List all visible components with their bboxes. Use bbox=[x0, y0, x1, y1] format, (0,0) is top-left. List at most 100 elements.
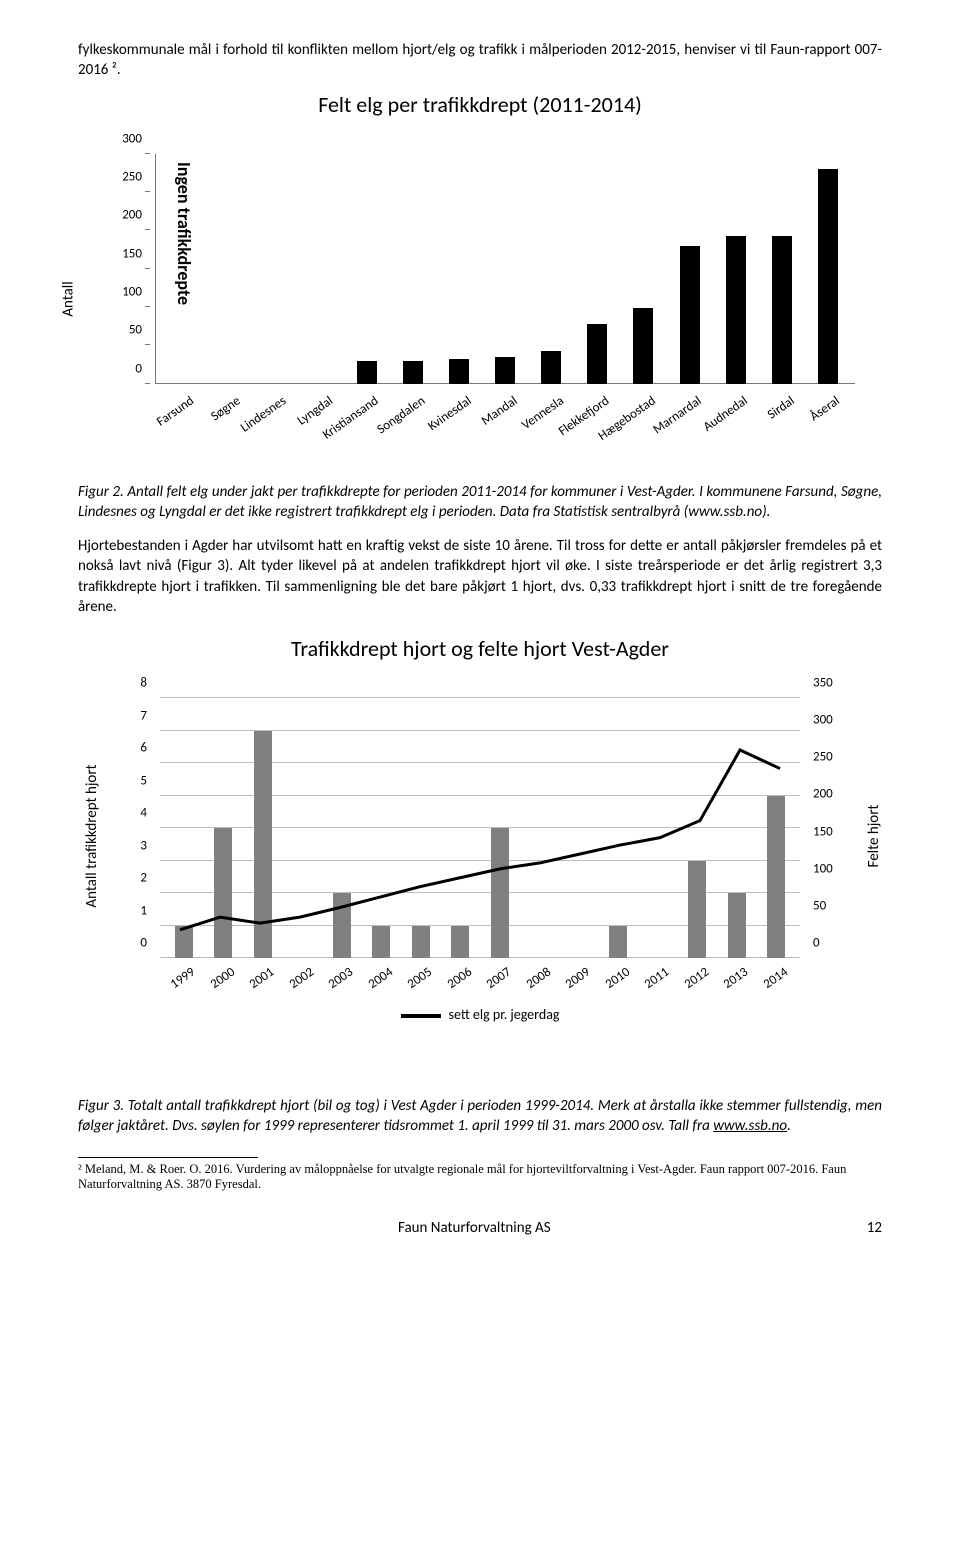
chart2-xlabel: 2009 bbox=[563, 965, 593, 992]
chart1-xlabel: Åseral bbox=[808, 393, 843, 424]
chart2-xlabel: 2001 bbox=[247, 965, 277, 992]
chart1-bar-col: Kristiansand bbox=[344, 361, 390, 384]
footnote-rule bbox=[78, 1157, 258, 1158]
chart1-bar bbox=[357, 361, 377, 384]
chart2-bar bbox=[412, 926, 430, 959]
chart1-ytick: 150 bbox=[122, 246, 142, 261]
chart2-bar bbox=[728, 893, 746, 958]
footer-org: Faun Naturforvaltning AS bbox=[398, 1219, 551, 1237]
chart2-ytick-left: 3 bbox=[140, 838, 147, 853]
chart2-ytick-left: 8 bbox=[140, 676, 147, 691]
chart2-bar-col: 2010 bbox=[599, 926, 639, 959]
chart1-bar-col: Hægebostad bbox=[620, 308, 666, 383]
ssb-link[interactable]: www.ssb.no bbox=[713, 1117, 787, 1135]
chart1-xlabel: Sirdal bbox=[764, 393, 797, 422]
chart1-ytick: 100 bbox=[122, 284, 142, 299]
chart2-ytick-left: 6 bbox=[140, 741, 147, 756]
chart2-ytick-right: 150 bbox=[813, 824, 833, 839]
chart2-ytick-right: 100 bbox=[813, 861, 833, 876]
footer-page-number: 12 bbox=[867, 1219, 882, 1237]
chart2-xlabel: 2010 bbox=[603, 965, 633, 992]
chart2-ytick-right: 300 bbox=[813, 713, 833, 728]
chart1-ylabel: Antall bbox=[59, 281, 77, 316]
chart1-ytick: 250 bbox=[122, 169, 142, 184]
chart1-bar bbox=[587, 324, 607, 384]
chart1-bar-col: Audnedal bbox=[713, 236, 759, 383]
chart2-bar bbox=[254, 731, 272, 959]
chart2-xlabel: 1999 bbox=[168, 965, 198, 992]
chart1-xlabel: Mandal bbox=[479, 393, 521, 428]
chart1-xlabel: Lindesnes bbox=[238, 393, 289, 435]
chart2-bar-col: 2003 bbox=[322, 893, 362, 958]
figure3-caption: Figur 3. Totalt antall trafikkdrept hjor… bbox=[78, 1096, 882, 1137]
chart2-bar bbox=[767, 796, 785, 959]
chart1-bar bbox=[495, 357, 515, 384]
chart2-xlabel: 2004 bbox=[366, 965, 396, 992]
chart2-bar-col: 2000 bbox=[204, 828, 244, 958]
footnote-text: ² Meland, M. & Roer. O. 2016. Vurdering … bbox=[78, 1162, 882, 1193]
chart2-bar bbox=[688, 861, 706, 959]
chart2-bar bbox=[372, 926, 390, 959]
chart2-xlabel: 2000 bbox=[208, 965, 238, 992]
chart2-bar bbox=[451, 926, 469, 959]
chart2-ytick-left: 4 bbox=[140, 806, 147, 821]
chart2-xlabel: 2006 bbox=[445, 965, 475, 992]
chart2-xlabel: 2012 bbox=[682, 965, 712, 992]
chart1-bar bbox=[633, 308, 653, 383]
chart2-ytick-right: 250 bbox=[813, 750, 833, 765]
chart1-xlabel: Marnardal bbox=[651, 393, 705, 437]
chart2-ytick-right: 350 bbox=[813, 676, 833, 691]
chart2-container: Trafikkdrept hjort og felte hjort Vest-A… bbox=[78, 635, 882, 1088]
chart2-bar-col: 2001 bbox=[243, 731, 283, 959]
chart1: Antall 050100150200250300 FarsundSøgneLi… bbox=[90, 124, 870, 474]
chart2-xlabel: 2007 bbox=[484, 965, 514, 992]
figure3-caption-b: . bbox=[787, 1117, 791, 1135]
chart2-xlabel: 2013 bbox=[721, 965, 751, 992]
chart1-xlabel: Songdalen bbox=[374, 393, 428, 437]
chart1-bar-col: Vennesla bbox=[528, 351, 574, 384]
chart1-ytick: 0 bbox=[135, 361, 142, 376]
chart1-ytick: 50 bbox=[129, 323, 142, 338]
chart1-bar bbox=[680, 246, 700, 384]
chart2-bar bbox=[333, 893, 351, 958]
chart1-bar-col: Åseral bbox=[805, 169, 851, 384]
chart2-xlabel: 2002 bbox=[287, 965, 317, 992]
chart1-ytick: 200 bbox=[122, 208, 142, 223]
chart1-bar-col: Songdalen bbox=[390, 361, 436, 384]
mid-paragraph: Hjortebestanden i Agder har utvilsomt ha… bbox=[78, 536, 882, 617]
chart2-legend: sett elg pr. jegerdag bbox=[90, 1006, 870, 1023]
chart2-bar-col: 2012 bbox=[678, 861, 718, 959]
chart1-bar-col: Marnardal bbox=[667, 246, 713, 384]
chart2-ytick-left: 2 bbox=[140, 871, 147, 886]
chart2-ytick-left: 5 bbox=[140, 773, 147, 788]
chart2: Antall trafikkdrept hjort Felte hjort 01… bbox=[90, 668, 870, 1088]
chart2-ytick-left: 0 bbox=[140, 936, 147, 951]
chart1-bar bbox=[772, 236, 792, 383]
chart1-xlabel: Farsund bbox=[154, 393, 197, 429]
chart2-bar-col: 2006 bbox=[441, 926, 481, 959]
chart1-ytick: 300 bbox=[122, 131, 142, 146]
chart2-bar-col: 2014 bbox=[757, 796, 797, 959]
chart2-ytick-left: 1 bbox=[140, 903, 147, 918]
chart1-bar-col: Kvinesdal bbox=[436, 359, 482, 384]
chart1-bar bbox=[726, 236, 746, 383]
chart1-overlay-label: Ingen trafikkdrepte bbox=[173, 162, 195, 305]
chart1-container: Felt elg per trafikkdrept (2011-2014) An… bbox=[78, 91, 882, 474]
chart2-ytick-right: 200 bbox=[813, 787, 833, 802]
chart2-legend-label: sett elg pr. jegerdag bbox=[449, 1006, 560, 1023]
chart2-xlabel: 2008 bbox=[524, 965, 554, 992]
chart1-bar bbox=[541, 351, 561, 384]
chart2-bar-col: 2004 bbox=[362, 926, 402, 959]
chart2-xlabel: 2011 bbox=[642, 965, 672, 992]
chart2-bar bbox=[491, 828, 509, 958]
chart2-bar bbox=[214, 828, 232, 958]
chart2-xlabel: 2014 bbox=[761, 965, 791, 992]
chart1-xlabel: Audnedal bbox=[701, 393, 751, 434]
chart1-xlabel: Søgne bbox=[208, 393, 243, 424]
figure2-caption: Figur 2. Antall felt elg under jakt per … bbox=[78, 482, 882, 523]
chart1-xlabel: Kvinesdal bbox=[425, 393, 474, 434]
chart1-bar bbox=[818, 169, 838, 384]
chart2-xlabel: 2003 bbox=[326, 965, 356, 992]
chart2-bar-col: 2013 bbox=[717, 893, 757, 958]
chart2-title: Trafikkdrept hjort og felte hjort Vest-A… bbox=[78, 635, 882, 662]
